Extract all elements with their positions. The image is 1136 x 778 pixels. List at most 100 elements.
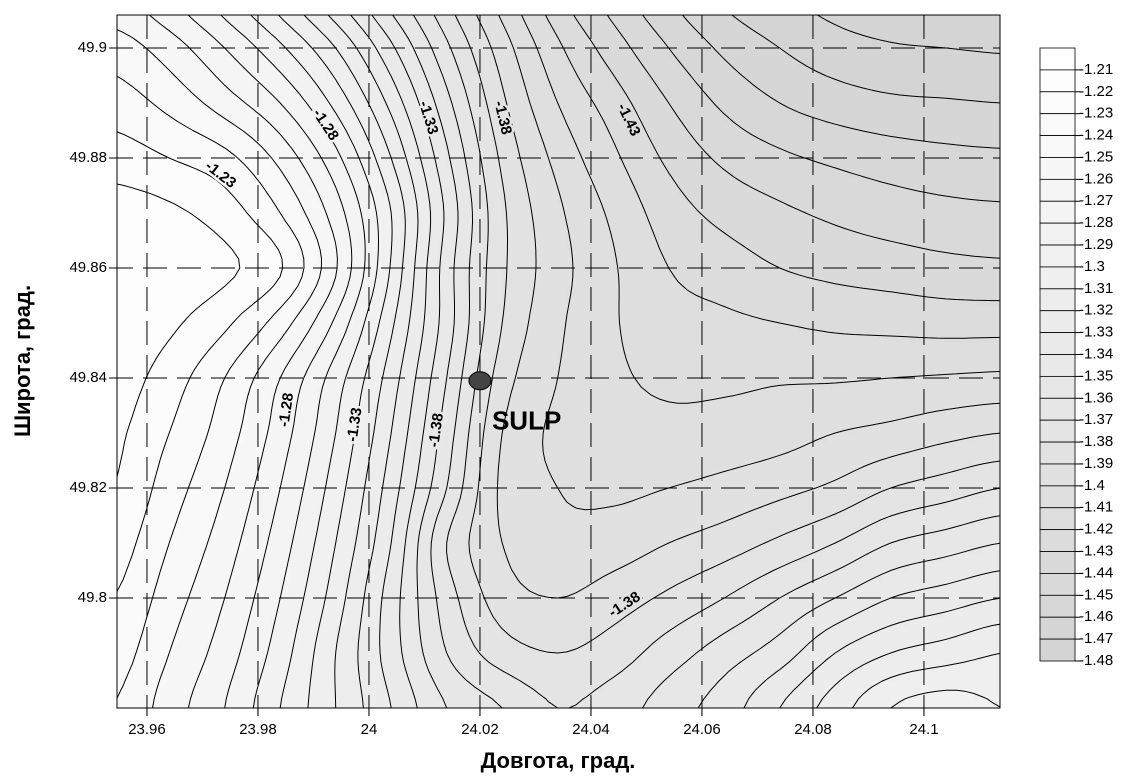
fill-cell — [187, 359, 198, 370]
fill-cell — [705, 506, 716, 517]
fill-cell — [372, 295, 383, 306]
fill-cell — [243, 332, 254, 342]
fill-cell — [927, 552, 938, 562]
fill-cell — [668, 662, 679, 672]
fill-cell — [603, 240, 614, 251]
fill-cell — [807, 671, 818, 682]
fill-cell — [816, 323, 827, 333]
fill-cell — [835, 277, 846, 287]
fill-cell — [909, 671, 920, 682]
fill-cell — [742, 698, 753, 708]
fill-cell — [659, 433, 670, 443]
fill-cell — [465, 304, 476, 315]
fill-cell — [548, 359, 559, 370]
fill-cell — [141, 653, 152, 663]
fill-cell — [117, 323, 124, 333]
fill-cell — [594, 698, 605, 708]
fill-cell — [955, 304, 966, 315]
fill-cell — [992, 570, 1000, 581]
fill-cell — [603, 396, 614, 407]
fill-cell — [983, 396, 994, 407]
fill-cell — [169, 368, 180, 379]
fill-cell — [770, 515, 781, 526]
fill-cell — [992, 533, 1000, 544]
fill-cell — [594, 396, 605, 407]
fill-cell — [381, 689, 392, 700]
fill-cell — [936, 231, 947, 242]
fill-cell — [381, 249, 392, 260]
fill-cell — [418, 359, 429, 370]
fill-cell — [307, 570, 318, 581]
fill-cell — [483, 543, 494, 553]
fill-cell — [973, 625, 984, 636]
fill-cell — [613, 332, 624, 342]
fill-cell — [733, 478, 744, 489]
fill-cell — [946, 231, 957, 242]
fill-cell — [594, 543, 605, 553]
fill-cell — [696, 543, 707, 553]
fill-cell — [280, 359, 291, 370]
fill-cell — [169, 332, 180, 342]
fill-cell — [141, 231, 152, 242]
fill-cell — [640, 341, 651, 352]
fill-cell — [807, 561, 818, 572]
fill-cell — [659, 460, 670, 471]
fill-cell — [326, 286, 337, 297]
fill-cell — [381, 396, 392, 407]
fill-cell — [520, 543, 531, 553]
fill-cell — [724, 286, 735, 297]
fill-cell — [659, 240, 670, 251]
fill-cell — [640, 469, 651, 480]
fill-cell — [816, 497, 827, 507]
fill-cell — [178, 653, 189, 663]
fill-cell — [465, 442, 476, 452]
fill-cell — [307, 268, 318, 278]
fill-cell — [909, 698, 920, 708]
fill-cell — [714, 286, 725, 297]
fill-cell — [576, 460, 587, 471]
fill-cell — [825, 598, 836, 608]
fill-cell — [816, 579, 827, 590]
fill-cell — [492, 277, 503, 287]
fill-cell — [853, 350, 864, 361]
fill-cell — [363, 643, 374, 654]
fill-cell — [918, 304, 929, 315]
fill-cell — [418, 341, 429, 352]
fill-cell — [890, 405, 901, 416]
fill-cell — [483, 387, 494, 397]
fill-cell — [502, 643, 513, 654]
fill-cell — [117, 625, 124, 636]
fill-cell — [613, 698, 624, 708]
fill-cell — [668, 396, 679, 407]
fill-cell — [354, 680, 365, 691]
fill-cell — [909, 634, 920, 645]
fill-cell — [816, 543, 827, 553]
fill-cell — [687, 396, 698, 407]
fill-cell — [280, 671, 291, 682]
fill-cell — [622, 442, 633, 452]
fill-cell — [363, 616, 374, 627]
fill-cell — [835, 643, 846, 654]
fill-cell — [465, 616, 476, 627]
fill-cell — [742, 405, 753, 416]
fill-cell — [909, 579, 920, 590]
fill-cell — [159, 268, 170, 278]
fill-cell — [761, 433, 772, 443]
fill-cell — [825, 616, 836, 627]
fill-cell — [714, 258, 725, 269]
fill-cell — [335, 524, 346, 535]
fill-cell — [363, 588, 374, 599]
fill-cell — [742, 341, 753, 352]
fill-cell — [270, 634, 281, 645]
fill-cell — [261, 579, 272, 590]
fill-cell — [233, 350, 244, 361]
fill-cell — [668, 249, 679, 260]
fill-cell — [270, 378, 281, 388]
fill-cell — [779, 680, 790, 691]
fill-cell — [391, 543, 402, 553]
fill-cell — [465, 598, 476, 608]
fill-cell — [918, 671, 929, 682]
fill-cell — [899, 451, 910, 462]
fill-cell — [206, 341, 217, 352]
